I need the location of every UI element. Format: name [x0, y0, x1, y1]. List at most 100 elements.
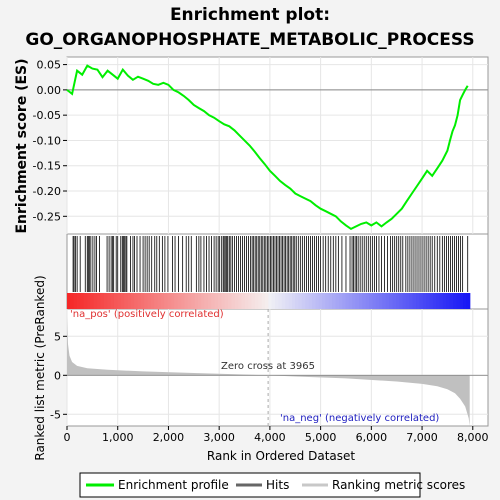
- es-y-tick-label: -0.10: [33, 134, 61, 147]
- rank-color-slice: [395, 293, 400, 309]
- rank-color-slice: [157, 293, 162, 309]
- rank-color-slice: [278, 293, 283, 309]
- rank-color-slice: [140, 293, 145, 309]
- rank-color-slice: [251, 293, 256, 309]
- rank-color-slice: [87, 293, 92, 309]
- rank-color-slice: [214, 293, 219, 309]
- rank-color-slice: [171, 293, 175, 309]
- rank-color-slice: [422, 293, 427, 309]
- rank-color-slice: [459, 293, 464, 309]
- rank-color-slice: [452, 293, 457, 309]
- rank-color-slice: [318, 293, 323, 309]
- rank-color-slice: [389, 293, 394, 309]
- rank-color-slice: [325, 293, 330, 309]
- rank-color-slice: [134, 293, 139, 309]
- rank-color-slice: [234, 293, 239, 309]
- zero-cross-label: Zero cross at 3965: [221, 361, 315, 372]
- es-panel: [66, 56, 489, 235]
- x-tick-label: 5,000: [305, 431, 337, 444]
- x-tick-label: 1,000: [102, 431, 134, 444]
- rank-color-slice: [218, 293, 222, 309]
- rank-color-slice: [369, 293, 374, 309]
- hit-marks: [72, 236, 469, 292]
- rank-color-slice: [164, 293, 169, 309]
- rank-color-slice: [439, 293, 444, 309]
- x-axis-label: Rank in Ordered Dataset: [207, 449, 355, 463]
- rank-color-slice: [352, 293, 357, 309]
- rank-color-slice: [137, 293, 142, 309]
- x-tick-label: 6,000: [356, 431, 388, 444]
- rank-color-slice: [184, 293, 189, 309]
- es-y-tick-label: 0.05: [37, 59, 62, 72]
- rank-color-slice: [147, 293, 152, 309]
- rank-color-slice: [154, 293, 159, 309]
- es-y-tick-label: 0.00: [37, 84, 62, 97]
- rank-color-slice: [348, 293, 353, 309]
- rank-color-slice: [365, 293, 370, 309]
- x-axis: 0 1,000 2,000 3,000 4,000 5,000 6,000 7,000 8,00…: [64, 426, 489, 444]
- rank-color-slice: [130, 293, 135, 309]
- rank-color-slice: [97, 293, 102, 309]
- rank-color-slice: [194, 293, 199, 309]
- rank-color-slice: [150, 293, 155, 309]
- rank-color-slice: [301, 293, 306, 309]
- rank-color-slice: [127, 293, 132, 309]
- rank-color-slice: [204, 293, 209, 309]
- rank-color-slice: [442, 293, 447, 309]
- legend-hits-label: Hits: [266, 478, 289, 492]
- rank-color-slice: [271, 293, 276, 309]
- rank-color-slice: [328, 293, 333, 309]
- rank-color-slice: [416, 293, 420, 309]
- es-y-axis-label: Enrichment score (ES): [14, 58, 30, 233]
- enrichment-profile-line: [66, 64, 469, 231]
- rank-color-slice: [107, 293, 112, 309]
- rank-color-slice: [70, 293, 75, 309]
- rank-color-slice: [466, 293, 471, 309]
- rank-color-slice: [228, 293, 233, 309]
- rank-color-slice: [392, 293, 397, 309]
- legend: Enrichment profile Hits Ranking metric s…: [79, 472, 465, 498]
- x-tick-label: 4,000: [254, 431, 286, 444]
- rank-color-slice: [187, 293, 192, 309]
- rank-color-slice: [295, 293, 300, 309]
- rank-color-slice: [412, 293, 417, 309]
- rank-color-slice: [419, 293, 424, 309]
- rank-color-slice: [177, 293, 182, 309]
- es-y-axis: 0.05 0.00 -0.05 -0.10 -0.15 -0.20 -0.25: [33, 59, 67, 223]
- es-y-tick-label: -0.20: [33, 185, 61, 198]
- rank-color-slice: [73, 293, 78, 309]
- x-tick-label: 8,000: [457, 431, 489, 444]
- rank-color-slice: [67, 293, 71, 309]
- rank-color-slice: [211, 293, 216, 309]
- rank-color-slice: [426, 293, 431, 309]
- neg-correlated-label: 'na_neg' (negatively correlated): [280, 413, 439, 424]
- rank-color-slice: [446, 293, 451, 309]
- rank-color-slice: [305, 293, 310, 309]
- rank-color-slice: [312, 293, 316, 309]
- rank-color-slice: [261, 293, 266, 309]
- pos-correlated-label: 'na_pos' (positively correlated): [70, 309, 224, 320]
- rank-color-slice: [463, 293, 467, 309]
- rank-color-slice: [80, 293, 85, 309]
- rank-color-slice: [449, 293, 454, 309]
- metric-y-axis-label: Ranked list metric (PreRanked): [33, 275, 47, 460]
- rank-color-slice: [315, 293, 320, 309]
- rank-color-slice: [191, 293, 196, 309]
- chart-title-line2: GO_ORGANOPHOSPHATE_METABOLIC_PROCESS: [25, 30, 474, 50]
- rank-color-slice: [308, 293, 313, 309]
- rank-color-slice: [281, 293, 286, 309]
- rank-color-slice: [113, 293, 118, 309]
- rank-color-slice: [100, 293, 105, 309]
- rank-color-slice: [298, 293, 303, 309]
- rank-color-slice: [124, 293, 129, 309]
- rank-color-slice: [268, 293, 273, 309]
- rank-color-slice: [231, 293, 236, 309]
- rank-color-slice: [238, 293, 243, 309]
- metric-panel: [66, 308, 489, 427]
- rank-color-slice: [288, 293, 293, 309]
- rank-color-slice: [160, 293, 165, 309]
- rank-color-slice: [90, 293, 95, 309]
- rank-color-slice: [117, 293, 122, 309]
- rank-color-slice: [174, 293, 179, 309]
